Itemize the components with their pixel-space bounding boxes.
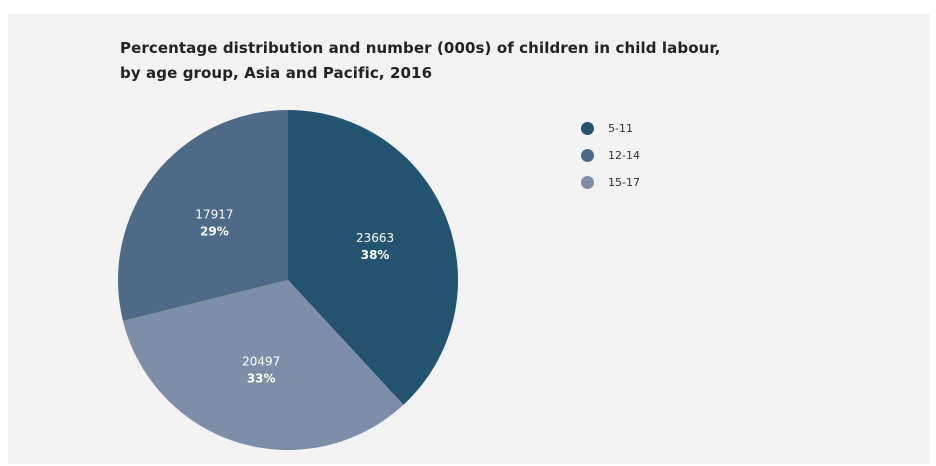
legend-item: 5-11 [581,115,640,142]
legend-item: 12-14 [581,142,640,169]
legend-label: 15-17 [608,176,640,189]
legend-dot-icon [581,149,594,162]
slice-percent-label: 33% [247,372,276,386]
legend-item: 15-17 [581,169,640,196]
legend-label: 5-11 [608,122,633,135]
legend-label: 12-14 [608,149,640,162]
chart-title: Percentage distribution and number (000s… [120,36,820,86]
slice-percent-label: 38% [361,248,390,262]
pie-slice-15-17 [122,280,404,450]
slice-percent-label: 29% [200,224,229,238]
pie-slice-5-11 [288,110,458,405]
chart-title-line-2: by age group, Asia and Pacific, 2016 [120,64,433,82]
chart-title-line-1: Percentage distribution and number (000s… [120,39,721,57]
legend-dot-icon [581,122,594,135]
slice-value-label: 20497 [242,355,280,369]
pie-slice-12-14 [117,110,289,321]
legend-dot-icon [581,176,594,189]
slice-value-label: 17917 [195,207,233,221]
legend: 5-11 12-14 15-17 [581,115,640,196]
slice-value-label: 23663 [356,231,394,245]
